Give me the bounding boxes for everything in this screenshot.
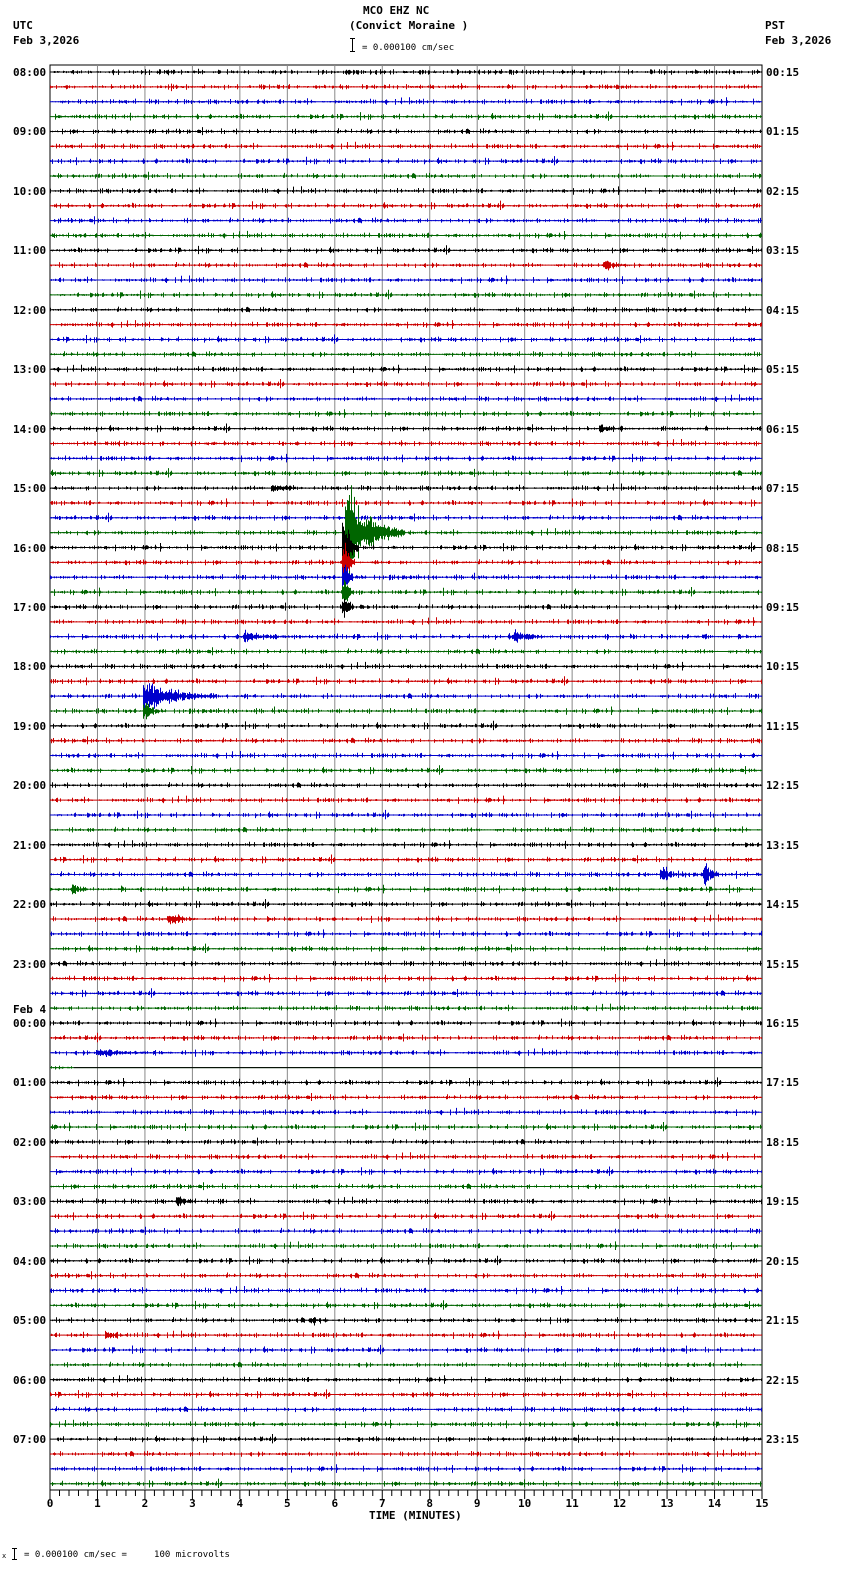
x-tick-label: 14	[707, 1497, 722, 1510]
pst-hour-label: 08:15	[766, 541, 800, 555]
utc-hour-label: 08:00	[13, 66, 47, 79]
utc-hour-label: 14:00	[13, 422, 47, 436]
utc-hour-label: 04:00	[13, 1254, 47, 1268]
x-tick-label: 15	[755, 1497, 769, 1510]
utc-hour-label: 22:00	[13, 898, 47, 912]
utc-hour-label: 00:00	[13, 1017, 47, 1031]
utc-hour-label: 07:00	[13, 1433, 47, 1447]
pst-hour-label: 19:15	[766, 1195, 800, 1209]
x-tick-label: 0	[46, 1497, 54, 1510]
pst-hour-label: 00:15	[766, 66, 800, 79]
utc-hour-label: 21:00	[13, 838, 47, 852]
utc-hour-label: 23:00	[13, 957, 47, 971]
pst-hour-label: 10:15	[766, 660, 800, 674]
pst-hour-label: 12:15	[766, 779, 800, 793]
utc-hour-label: 13:00	[13, 363, 47, 377]
x-tick-label: 2	[141, 1497, 149, 1510]
pst-hour-label: 14:15	[766, 898, 800, 912]
footer-scale-note: = 0.000100 cm/sec = 100 microvolts	[24, 1550, 230, 1560]
pst-hour-label: 03:15	[766, 244, 800, 258]
utc-hour-label: 12:00	[13, 303, 47, 317]
x-axis-label: TIME (MINUTES)	[369, 1509, 462, 1522]
pst-hour-label: 09:15	[766, 600, 800, 614]
utc-hour-label: 02:00	[13, 1135, 47, 1149]
utc-hour-label: 03:00	[13, 1195, 47, 1209]
utc-hour-label: 18:00	[13, 660, 47, 674]
utc-hour-label: 16:00	[13, 541, 47, 555]
utc-hour-label: 11:00	[13, 244, 47, 258]
utc-hour-label: 10:00	[13, 184, 47, 198]
pst-hour-label: 06:15	[766, 422, 800, 436]
x-tick-label: 9	[473, 1497, 481, 1510]
x-tick-label: 13	[660, 1497, 674, 1510]
x-tick-label: 3	[189, 1497, 196, 1510]
right-date: Feb 3,2026	[765, 34, 832, 47]
utc-hour-label: 09:00	[13, 125, 47, 139]
right-timezone: PST	[765, 19, 785, 32]
x-tick-label: 8	[426, 1497, 434, 1510]
footer-scale-cap	[12, 1548, 17, 1549]
pst-hour-label: 16:15	[766, 1017, 800, 1031]
x-tick-label: 7	[378, 1497, 386, 1510]
utc-hour-label: 15:00	[13, 482, 47, 496]
scale-label: = 0.000100 cm/sec	[362, 43, 455, 53]
pst-hour-label: 04:15	[766, 303, 800, 317]
pst-hour-label: 20:15	[766, 1254, 800, 1268]
station-title: MCO EHZ NC	[363, 4, 430, 17]
pst-hour-label: 11:15	[766, 719, 800, 733]
x-tick-label: 6	[331, 1497, 339, 1510]
x-tick-label: 5	[284, 1497, 291, 1510]
pst-hour-label: 17:15	[766, 1076, 800, 1090]
footer-marker: x	[2, 1552, 7, 1560]
left-timezone: UTC	[13, 19, 33, 32]
x-tick-label: 12	[612, 1497, 627, 1510]
utc-hour-label: 06:00	[13, 1373, 47, 1387]
scale-bar-icon	[352, 38, 353, 52]
pst-hour-label: 21:15	[766, 1314, 800, 1328]
utc-hour-label: 19:00	[13, 719, 47, 733]
left-date: Feb 3,2026	[13, 34, 80, 47]
footer-scale-icon	[14, 1548, 15, 1560]
x-tick-label: 4	[236, 1497, 244, 1510]
scale-bar-cap-top	[350, 38, 355, 39]
pst-hour-label: 02:15	[766, 184, 800, 198]
footer-scale-cap-b	[12, 1559, 17, 1560]
x-tick-label: 11	[565, 1497, 579, 1510]
pst-hour-label: 15:15	[766, 957, 800, 971]
scale-bar-cap-bottom	[350, 51, 355, 52]
utc-hour-label: 05:00	[13, 1314, 47, 1328]
pst-hour-label: 01:15	[766, 125, 800, 139]
x-tick-label: 1	[94, 1497, 101, 1510]
pst-hour-label: 23:15	[766, 1433, 800, 1447]
pst-hour-label: 18:15	[766, 1135, 800, 1149]
utc-hour-label: 01:00	[13, 1076, 47, 1090]
pst-hour-label: 05:15	[766, 363, 800, 377]
utc-hour-label: 20:00	[13, 779, 47, 793]
pst-hour-label: 07:15	[766, 482, 800, 496]
utc-hour-label: 17:00	[13, 600, 47, 614]
pst-hour-label: 13:15	[766, 838, 800, 852]
pst-hour-label: 22:15	[766, 1373, 800, 1387]
station-location: (Convict Moraine )	[349, 19, 469, 32]
date-change-label: Feb 4	[13, 1003, 47, 1017]
x-tick-label: 10	[518, 1497, 532, 1510]
